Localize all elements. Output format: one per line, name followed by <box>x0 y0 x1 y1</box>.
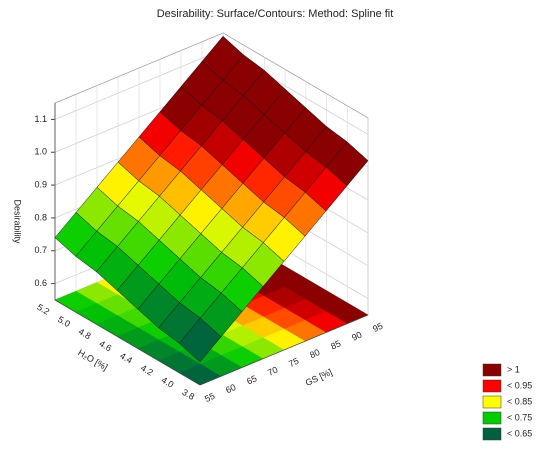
z-tick-label: 0.7 <box>34 245 47 255</box>
x-tick-label: 60 <box>224 382 237 395</box>
legend-swatch <box>482 363 502 377</box>
z-tick-label: 1.0 <box>34 147 47 157</box>
z-tick-label: 0.8 <box>34 212 47 222</box>
x-tick-label: 95 <box>371 321 384 334</box>
axis-line <box>54 299 201 386</box>
x-tick-label: 80 <box>308 347 321 360</box>
chart-title: Desirability: Surface/Contours: Method: … <box>157 8 394 20</box>
z-tick-label: 0.9 <box>34 179 47 189</box>
legend-label: < 0.95 <box>507 380 532 390</box>
axis-line <box>199 314 369 386</box>
legend-swatch <box>482 395 502 409</box>
x-tick-label: 55 <box>203 391 216 404</box>
legend-swatch <box>482 379 502 393</box>
legend-label: > 1 <box>507 364 520 374</box>
legend-label: < 0.75 <box>507 412 532 422</box>
z-tick-label: 1.1 <box>34 114 47 124</box>
x-tick-label: 65 <box>245 373 258 386</box>
z-tick-label: 0.6 <box>34 278 47 288</box>
legend-label: < 0.85 <box>507 396 532 406</box>
legend-label: < 0.65 <box>507 428 532 438</box>
x-tick-label: 70 <box>266 365 279 378</box>
legend-swatch <box>482 427 502 441</box>
x-tick-label: 90 <box>350 330 363 343</box>
x-tick-label: 75 <box>287 356 300 369</box>
x-tick-label: 85 <box>329 338 342 351</box>
z-axis-label: Desirability <box>13 199 23 244</box>
legend-swatch <box>482 411 502 425</box>
surface-cell <box>178 317 222 363</box>
